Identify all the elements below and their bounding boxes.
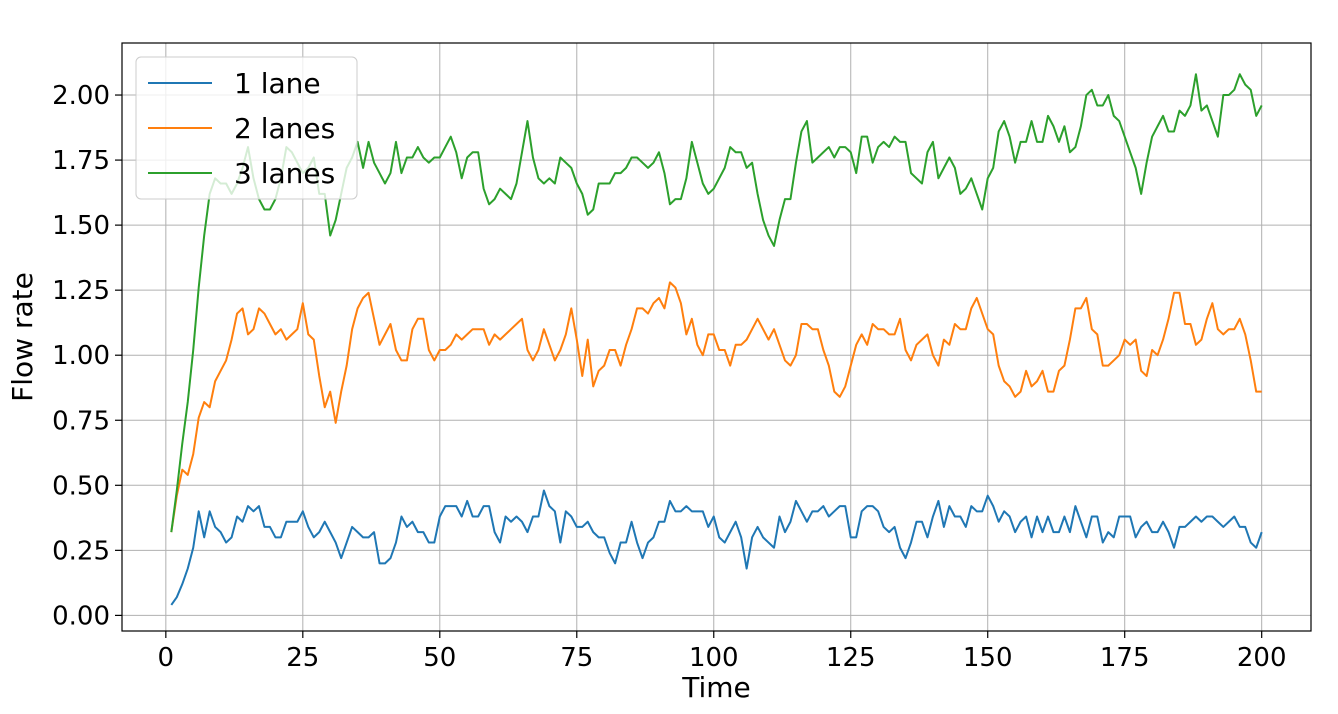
y-tick-label: 1.25: [52, 276, 110, 306]
x-tick-label: 175: [1100, 643, 1150, 673]
x-tick-label: 25: [286, 643, 319, 673]
x-tick-label: 125: [826, 643, 876, 673]
series-line-1: [170, 489, 1263, 606]
legend-label: 2 lanes: [234, 112, 335, 145]
plot-frame: [121, 42, 1312, 632]
x-tick-label: 200: [1237, 643, 1287, 673]
x-tick-label: 50: [423, 643, 456, 673]
y-tick-label: 1.75: [52, 146, 110, 176]
x-tick-label: 150: [963, 643, 1013, 673]
legend-label: 3 lanes: [234, 157, 335, 190]
y-tick-label: 0.25: [52, 536, 110, 566]
y-tick-label: 0.50: [52, 471, 110, 501]
legend-box: [135, 56, 358, 200]
x-tick-label: 75: [560, 643, 593, 673]
y-tick-label: 0.75: [52, 406, 110, 436]
y-tick-label: 1.00: [52, 341, 110, 371]
legend: 1 lane 2 lanes 3 lanes: [135, 56, 358, 200]
series-line-2: [170, 281, 1262, 533]
y-axis-label: Flow rate: [6, 272, 39, 402]
x-axis-label: Time: [681, 671, 751, 704]
y-tick-label: 1.50: [52, 211, 110, 241]
axis-ticks: 0 25 50 75 100 125 150 175 200 0.00 0.25 0.50 0.75 1.…: [52, 81, 1286, 673]
y-tick-label: 2.00: [52, 81, 110, 111]
y-tick-label: 0.00: [52, 601, 110, 631]
x-tick-label: 100: [689, 643, 739, 673]
legend-label: 1 lane: [234, 67, 321, 100]
grid-lines: [122, 43, 1311, 631]
x-tick-label: 0: [158, 643, 175, 673]
